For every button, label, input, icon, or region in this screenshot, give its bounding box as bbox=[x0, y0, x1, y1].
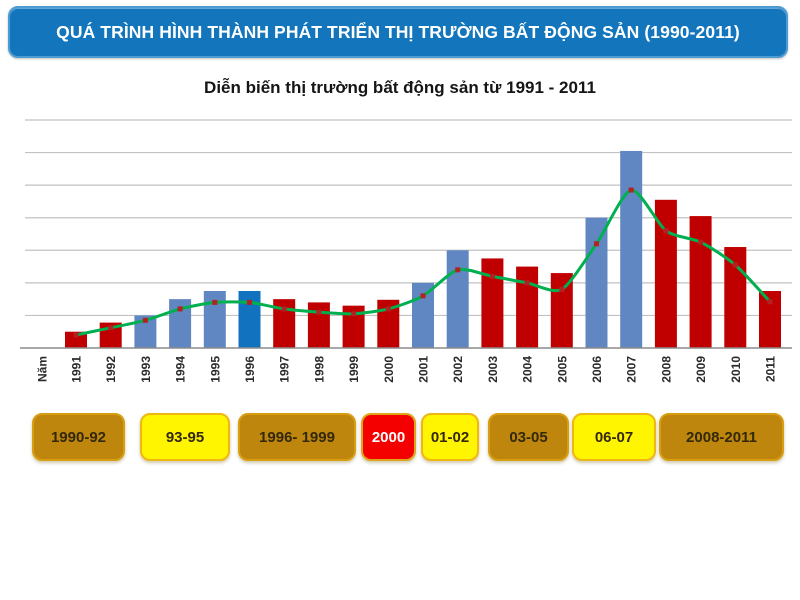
period-box-93-95: 93-95 bbox=[140, 413, 230, 461]
period-box-1996-1999: 1996- 1999 bbox=[238, 413, 356, 461]
x-tick-2003: 2003 bbox=[486, 356, 500, 383]
period-box-1990-92: 1990-92 bbox=[32, 413, 125, 461]
x-tick-2009: 2009 bbox=[694, 356, 708, 383]
x-tick-2001: 2001 bbox=[417, 356, 431, 383]
bar-2004 bbox=[516, 266, 539, 348]
trend-marker-1996 bbox=[247, 299, 252, 305]
x-axis-label: Năm bbox=[36, 356, 50, 382]
header-banner: QUÁ TRÌNH HÌNH THÀNH PHÁT TRIỂN THỊ TRƯỜ… bbox=[8, 6, 788, 58]
x-tick-1992: 1992 bbox=[104, 356, 118, 383]
period-label: 1990-92 bbox=[50, 428, 107, 446]
x-tick-2006: 2006 bbox=[590, 356, 604, 383]
x-tick-2005: 2005 bbox=[555, 356, 569, 383]
trend-marker-1997 bbox=[281, 306, 287, 312]
period-label: 2000 bbox=[371, 428, 406, 446]
x-tick-1991: 1991 bbox=[70, 356, 84, 383]
period-label: 93-95 bbox=[165, 428, 205, 446]
bar-1999 bbox=[342, 305, 365, 348]
trend-marker-2009 bbox=[698, 239, 704, 245]
trend-marker-2005 bbox=[559, 286, 565, 292]
bar-2003 bbox=[481, 258, 504, 348]
trend-marker-1998 bbox=[316, 309, 322, 315]
bar-2000 bbox=[377, 299, 400, 348]
x-tick-1993: 1993 bbox=[139, 356, 153, 383]
bar-2008 bbox=[654, 199, 677, 348]
period-box-2000: 2000 bbox=[361, 413, 416, 461]
bar-2011 bbox=[759, 291, 781, 348]
trend-marker-1991 bbox=[73, 332, 79, 338]
x-tick-1994: 1994 bbox=[174, 356, 188, 383]
period-label: 01-02 bbox=[430, 428, 470, 446]
bar-2009 bbox=[689, 216, 712, 348]
bar-1995 bbox=[203, 291, 226, 348]
x-tick-2010: 2010 bbox=[729, 356, 743, 383]
bar-1998 bbox=[307, 302, 330, 348]
trend-marker-2007 bbox=[628, 187, 634, 193]
trend-marker-2003 bbox=[489, 273, 495, 279]
bar-1993 bbox=[134, 315, 157, 348]
period-label: 03-05 bbox=[509, 428, 548, 446]
chart-title: Diễn biến thị trường bất động sản từ 199… bbox=[204, 78, 596, 97]
period-label: 2008-2011 bbox=[686, 428, 757, 446]
x-tick-1998: 1998 bbox=[312, 356, 326, 383]
trend-marker-1994 bbox=[177, 306, 183, 312]
x-tick-1996: 1996 bbox=[243, 356, 257, 383]
x-tick-2000: 2000 bbox=[382, 356, 396, 383]
bar-2001 bbox=[412, 282, 434, 348]
header-title: QUÁ TRÌNH HÌNH THÀNH PHÁT TRIỂN THỊ TRƯỜ… bbox=[56, 21, 740, 42]
x-tick-2002: 2002 bbox=[451, 356, 465, 383]
period-box-2008-2011: 2008-2011 bbox=[659, 413, 784, 461]
trend-marker-1995 bbox=[212, 299, 218, 305]
bar-1996 bbox=[238, 291, 261, 348]
real-estate-market-chart: Năm 1991 1992 1993 1994 1995 1996 1997 1998 1999 2… bbox=[20, 119, 792, 383]
bar-2007 bbox=[620, 150, 643, 348]
bar-1991 bbox=[65, 331, 87, 348]
x-tick-1995: 1995 bbox=[208, 356, 222, 383]
x-tick-2008: 2008 bbox=[659, 356, 673, 383]
trend-marker-2004 bbox=[524, 280, 530, 286]
bar-2010 bbox=[724, 247, 747, 348]
trend-marker-2000 bbox=[385, 306, 391, 312]
trend-marker-2011 bbox=[767, 299, 773, 305]
x-tick-2004: 2004 bbox=[521, 356, 535, 383]
period-box-03-05: 03-05 bbox=[488, 413, 569, 461]
bar-1997 bbox=[273, 299, 296, 348]
trend-marker-2002 bbox=[455, 267, 461, 273]
trend-marker-1999 bbox=[351, 311, 357, 317]
period-box-01-02: 01-02 bbox=[421, 413, 479, 461]
period-box-06-07: 06-07 bbox=[572, 413, 656, 461]
trend-marker-1992 bbox=[108, 325, 114, 331]
x-tick-2007: 2007 bbox=[625, 356, 639, 383]
bar-2005 bbox=[550, 273, 573, 348]
period-label: 1996- 1999 bbox=[259, 428, 335, 446]
bar-2002 bbox=[446, 250, 469, 348]
x-tick-1999: 1999 bbox=[347, 356, 361, 383]
x-tick-2011: 2011 bbox=[764, 356, 778, 382]
period-label: 06-07 bbox=[594, 428, 634, 446]
x-tick-1997: 1997 bbox=[278, 356, 292, 383]
trend-marker-2008 bbox=[663, 228, 669, 234]
trend-marker-1993 bbox=[142, 317, 148, 323]
trend-marker-2001 bbox=[420, 293, 426, 299]
trend-marker-2006 bbox=[594, 241, 599, 247]
bar-2006 bbox=[585, 217, 608, 348]
trend-marker-2010 bbox=[732, 262, 738, 268]
